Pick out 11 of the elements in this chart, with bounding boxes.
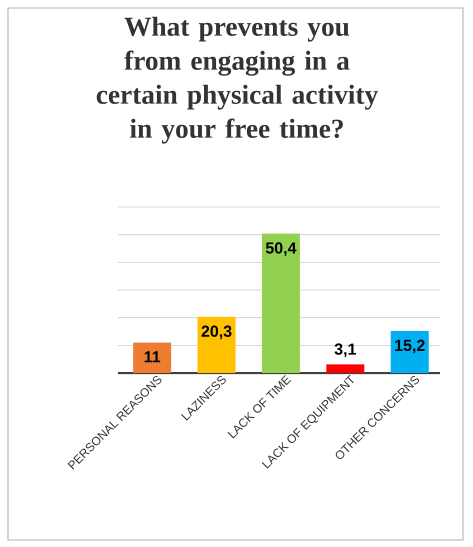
chart-title: What prevents you from engaging in a certain physical activity in your free time? — [96, 16, 378, 144]
bar — [262, 234, 300, 374]
data-label: 20,3 — [202, 326, 232, 340]
data-label: 11 — [144, 351, 160, 362]
bar — [390, 330, 429, 374]
data-label: 3,1 — [334, 343, 356, 358]
bar — [326, 364, 364, 374]
bar — [198, 316, 236, 374]
data-label: 50,4 — [266, 242, 296, 256]
bar — [133, 342, 172, 374]
data-label: 15,2 — [395, 340, 425, 354]
